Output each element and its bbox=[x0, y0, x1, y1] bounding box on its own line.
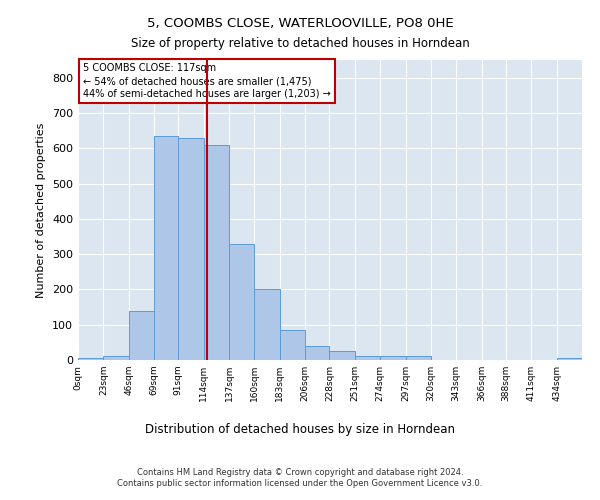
Text: 5, COOMBS CLOSE, WATERLOOVILLE, PO8 0HE: 5, COOMBS CLOSE, WATERLOOVILLE, PO8 0HE bbox=[146, 18, 454, 30]
Bar bbox=[254, 290, 280, 360]
Text: Contains HM Land Registry data © Crown copyright and database right 2024.
Contai: Contains HM Land Registry data © Crown c… bbox=[118, 468, 482, 487]
Bar bbox=[305, 346, 329, 360]
Bar bbox=[78, 358, 103, 360]
Text: Distribution of detached houses by size in Horndean: Distribution of detached houses by size … bbox=[145, 422, 455, 436]
Bar bbox=[229, 244, 254, 360]
Text: 5 COOMBS CLOSE: 117sqm
← 54% of detached houses are smaller (1,475)
44% of semi-: 5 COOMBS CLOSE: 117sqm ← 54% of detached… bbox=[83, 63, 331, 100]
Bar bbox=[380, 356, 406, 360]
Bar bbox=[178, 138, 204, 360]
Bar bbox=[557, 358, 582, 360]
Bar bbox=[204, 144, 229, 360]
Text: Size of property relative to detached houses in Horndean: Size of property relative to detached ho… bbox=[131, 38, 469, 51]
Bar bbox=[406, 356, 431, 360]
Bar bbox=[329, 351, 355, 360]
Bar bbox=[154, 136, 178, 360]
Bar bbox=[355, 356, 380, 360]
Y-axis label: Number of detached properties: Number of detached properties bbox=[37, 122, 46, 298]
Bar bbox=[103, 356, 129, 360]
Bar bbox=[280, 330, 305, 360]
Bar bbox=[129, 310, 154, 360]
